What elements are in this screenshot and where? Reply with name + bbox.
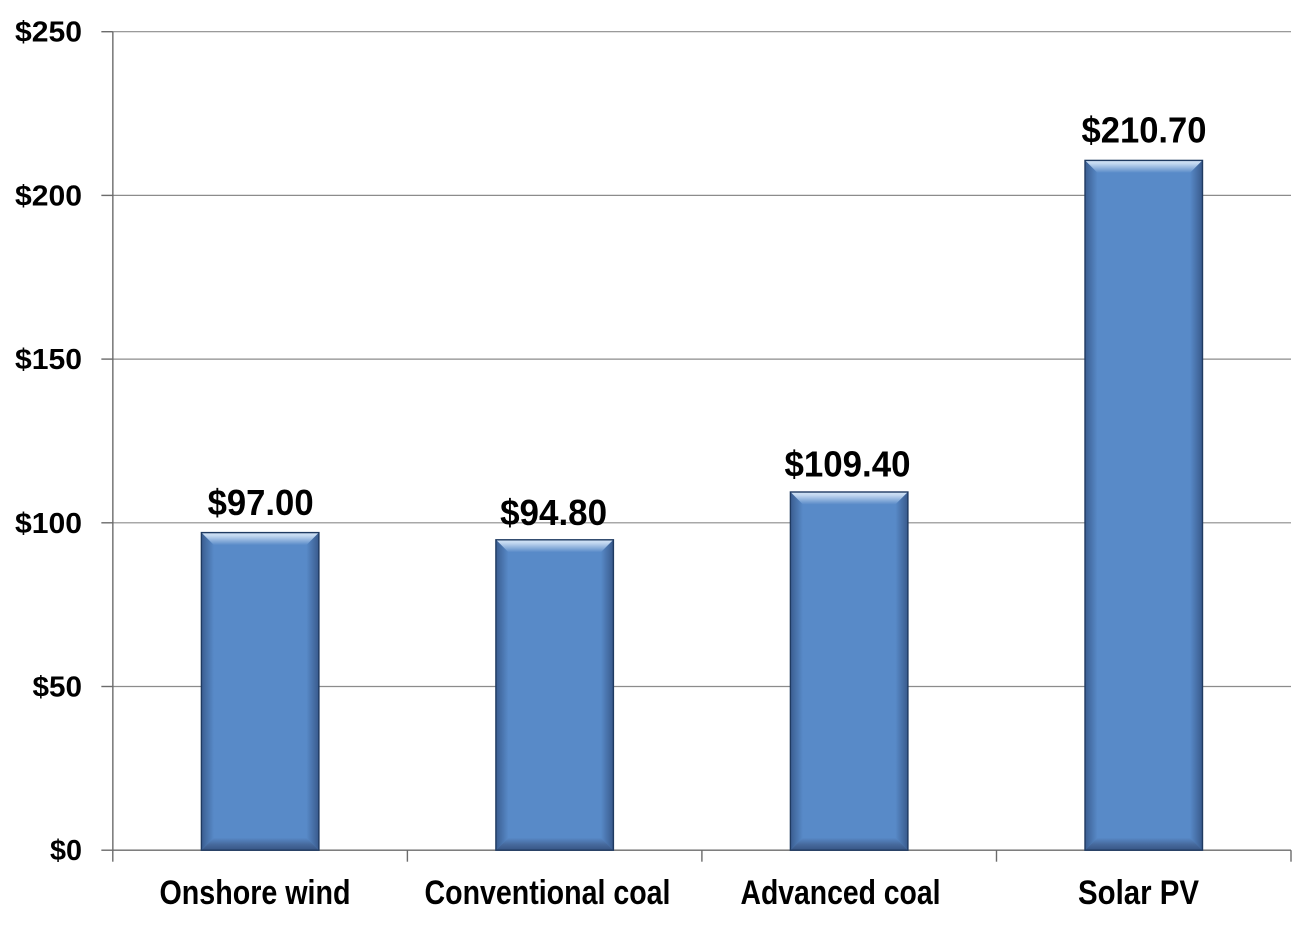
svg-text:$97.00: $97.00: [208, 482, 314, 523]
svg-text:$0: $0: [50, 835, 82, 867]
svg-text:$94.80: $94.80: [500, 492, 607, 533]
svg-text:Solar PV: Solar PV: [1078, 874, 1199, 912]
svg-text:$109.40: $109.40: [785, 444, 911, 485]
svg-text:$210.70: $210.70: [1082, 110, 1207, 151]
svg-text:Advanced coal: Advanced coal: [741, 874, 941, 912]
svg-text:Conventional coal: Conventional coal: [425, 874, 671, 912]
svg-text:$100: $100: [15, 508, 82, 540]
svg-text:$250: $250: [15, 17, 82, 49]
svg-text:$150: $150: [15, 344, 82, 376]
svg-text:Onshore wind: Onshore wind: [160, 874, 351, 912]
svg-text:$200: $200: [15, 180, 82, 212]
svg-text:$50: $50: [33, 672, 83, 704]
